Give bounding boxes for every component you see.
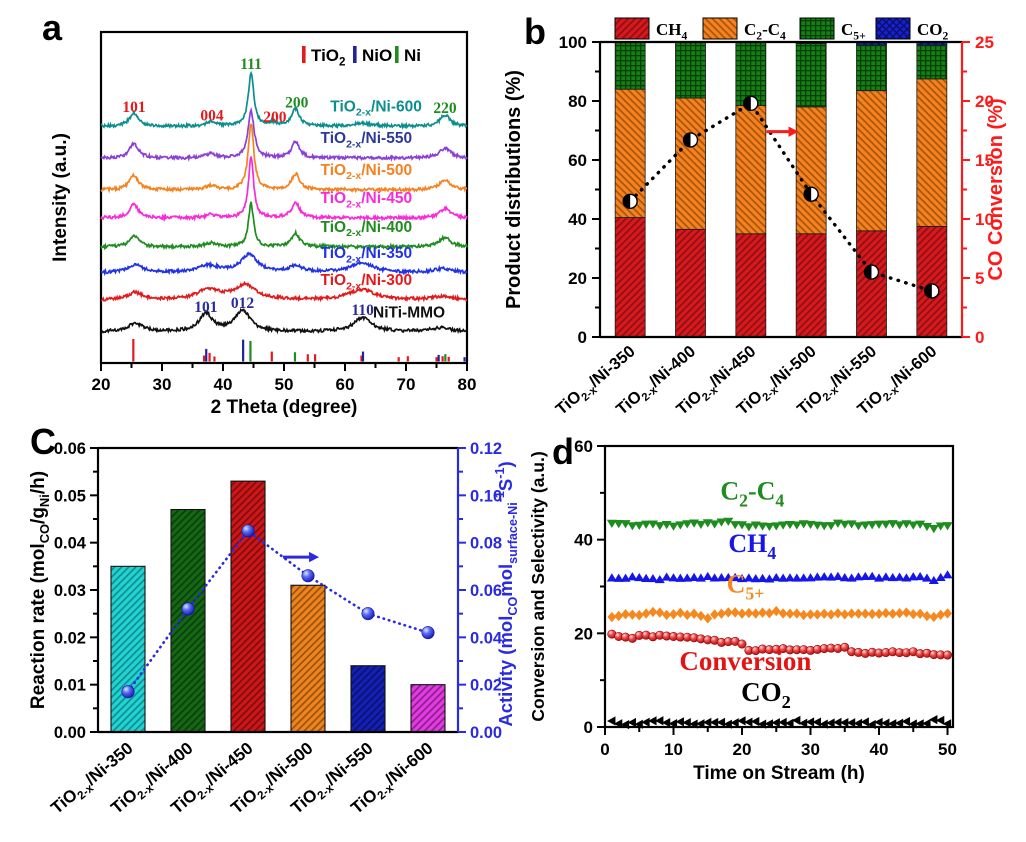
svg-text:0.12: 0.12 xyxy=(470,440,502,458)
svg-text:NiO: NiO xyxy=(362,46,392,65)
svg-text:0.04: 0.04 xyxy=(470,629,503,647)
svg-text:Time on Stream (h): Time on Stream (h) xyxy=(693,763,865,784)
svg-text:10: 10 xyxy=(664,740,683,759)
svg-text:60: 60 xyxy=(574,437,593,456)
svg-text:C5+: C5+ xyxy=(727,570,765,604)
svg-text:NiTi-MMO: NiTi-MMO xyxy=(373,304,445,321)
stability-chart: 0 10 20 30 40 50 0 20 40 60 Time on Stream (h) Conv… xyxy=(528,437,957,784)
svg-text:CH4: CH4 xyxy=(656,20,688,43)
panel-letter-c: C xyxy=(30,421,56,462)
svg-text:CH4: CH4 xyxy=(728,529,776,563)
svg-text:40: 40 xyxy=(574,531,593,550)
svg-text:80: 80 xyxy=(458,375,477,394)
svg-text:Conversion: Conversion xyxy=(679,646,811,676)
svg-text:0.06: 0.06 xyxy=(470,582,502,600)
svg-text:0.01: 0.01 xyxy=(54,677,86,695)
svg-text:Conversion and Selectivity (a.: Conversion and Selectivity (a.u.) xyxy=(528,451,548,721)
svg-text:0: 0 xyxy=(578,328,587,347)
svg-text:012: 012 xyxy=(231,295,255,312)
svg-text:Product distributions (%): Product distributions (%) xyxy=(503,70,525,309)
panel-letter-d: d xyxy=(552,431,574,472)
svg-text:70: 70 xyxy=(397,375,416,394)
svg-text:CO2: CO2 xyxy=(741,677,791,712)
svg-text:C2-C4: C2-C4 xyxy=(720,476,784,510)
svg-text:0.06: 0.06 xyxy=(54,440,86,458)
svg-text:C2-C4: C2-C4 xyxy=(744,20,786,43)
svg-text:40: 40 xyxy=(870,740,889,759)
svg-text:200: 200 xyxy=(263,109,287,126)
svg-text:20: 20 xyxy=(574,624,593,643)
svg-text:20: 20 xyxy=(975,92,994,111)
xrd-chart: 20 30 40 50 60 70 80 2 Theta (degree) Intensity … xyxy=(50,30,477,418)
svg-text:TiO2-x/Ni-550: TiO2-x/Ni-550 xyxy=(321,130,413,150)
svg-text:101: 101 xyxy=(122,99,145,116)
svg-text:40: 40 xyxy=(568,210,587,229)
svg-text:50: 50 xyxy=(938,740,957,759)
svg-text:Ni: Ni xyxy=(404,46,421,65)
svg-text:0: 0 xyxy=(584,718,593,737)
svg-text:100: 100 xyxy=(559,33,587,52)
svg-text:50: 50 xyxy=(275,375,294,394)
svg-text:5: 5 xyxy=(975,269,984,288)
svg-text:Activity (molCOmolsurface-Ni-1: Activity (molCOmolsurface-Ni-1S-1) xyxy=(493,461,520,726)
svg-text:0.10: 0.10 xyxy=(470,487,502,505)
svg-text:2 Theta (degree): 2 Theta (degree) xyxy=(211,397,358,418)
svg-text:TiO2-x/Ni-450: TiO2-x/Ni-450 xyxy=(321,190,413,210)
svg-text:TiO2: TiO2 xyxy=(311,46,345,69)
svg-text:200: 200 xyxy=(285,94,309,111)
svg-text:40: 40 xyxy=(214,375,233,394)
svg-text:10: 10 xyxy=(975,210,994,229)
product-distribution-chart: TiO2-x/Ni-350TiO2-x/Ni-400TiO2-x/Ni-450T… xyxy=(503,17,1007,419)
svg-text:0: 0 xyxy=(975,328,984,347)
svg-text:25: 25 xyxy=(975,33,994,52)
svg-text:60: 60 xyxy=(568,151,587,170)
svg-text:101: 101 xyxy=(194,299,217,316)
svg-text:0.08: 0.08 xyxy=(470,535,502,553)
svg-text:0.00: 0.00 xyxy=(54,724,86,742)
svg-text:TiO2-x/Ni-350: TiO2-x/Ni-350 xyxy=(321,245,413,265)
svg-text:0: 0 xyxy=(600,740,609,759)
reaction-rate-chart: TiO2-x/Ni-350TiO2-x/Ni-400TiO2-x/Ni-450T… xyxy=(28,440,520,818)
panel-letter-a: a xyxy=(42,7,63,48)
svg-text:C5+: C5+ xyxy=(841,20,866,43)
svg-text:0.05: 0.05 xyxy=(54,487,86,505)
svg-text:0.00: 0.00 xyxy=(470,724,502,742)
svg-text:Intensity (a.u.): Intensity (a.u.) xyxy=(50,133,71,262)
svg-text:TiO2-x/Ni-400: TiO2-x/Ni-400 xyxy=(321,219,413,239)
svg-text:CO2: CO2 xyxy=(917,20,949,43)
svg-text:60: 60 xyxy=(336,375,355,394)
svg-text:20: 20 xyxy=(568,269,587,288)
svg-text:0.02: 0.02 xyxy=(470,677,502,695)
svg-text:30: 30 xyxy=(801,740,820,759)
svg-text:15: 15 xyxy=(975,151,994,170)
svg-text:20: 20 xyxy=(92,375,111,394)
svg-text:220: 220 xyxy=(433,100,457,117)
svg-text:TiO2-x/Ni-500: TiO2-x/Ni-500 xyxy=(321,162,413,182)
svg-text:TiO2-x/Ni-300: TiO2-x/Ni-300 xyxy=(321,272,413,292)
svg-text:Reaction rate (molCO/gNi/h): Reaction rate (molCO/gNi/h) xyxy=(28,471,52,709)
svg-text:0.04: 0.04 xyxy=(54,535,87,553)
svg-text:0.03: 0.03 xyxy=(54,582,86,600)
svg-text:20: 20 xyxy=(733,740,752,759)
svg-text:111: 111 xyxy=(240,56,262,73)
svg-text:004: 004 xyxy=(200,108,224,125)
svg-text:CO Conversion (%): CO Conversion (%) xyxy=(985,98,1007,280)
svg-text:0.02: 0.02 xyxy=(54,629,86,647)
svg-text:30: 30 xyxy=(153,375,172,394)
svg-text:80: 80 xyxy=(568,92,587,111)
svg-text:110: 110 xyxy=(351,302,374,319)
svg-text:TiO2-x/Ni-600: TiO2-x/Ni-600 xyxy=(330,98,422,118)
panel-letter-b: b xyxy=(524,11,546,52)
